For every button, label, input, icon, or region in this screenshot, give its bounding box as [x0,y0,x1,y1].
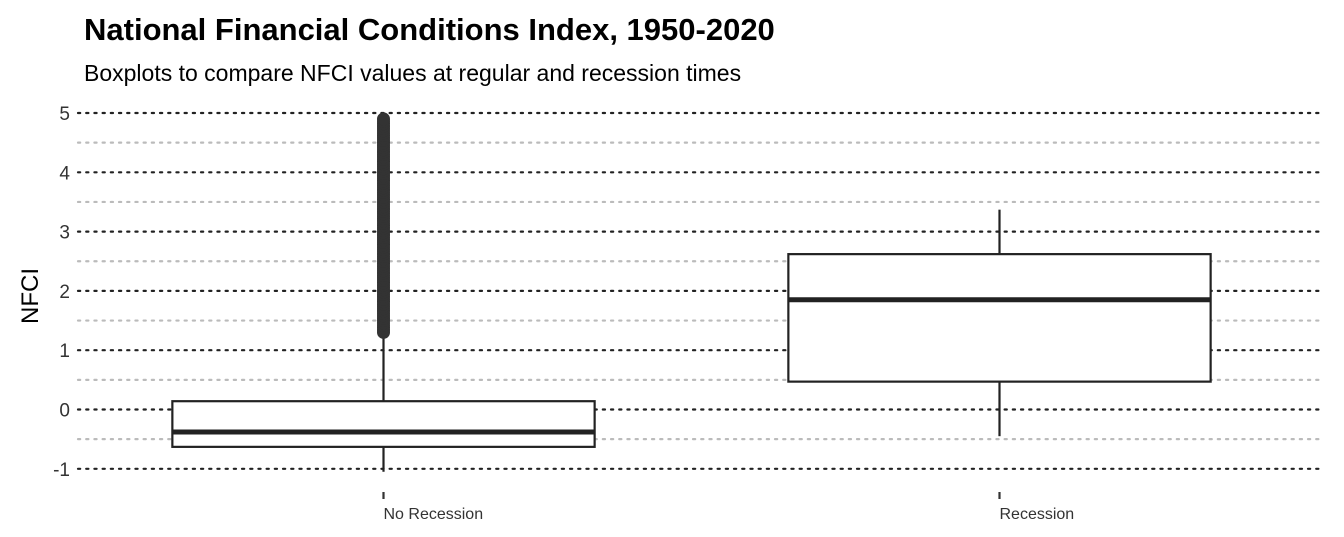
y-tick-label: 2 [59,282,70,303]
y-tick-label: 4 [59,163,70,184]
y-tick-label: 5 [59,104,70,125]
y-tick-label: 1 [59,341,70,362]
outliers [377,112,390,339]
box-recession [787,209,1212,437]
boxes [171,112,1212,472]
chart-subtitle: Boxplots to compare NFCI values at regul… [84,60,742,86]
y-tick-label: 0 [59,401,70,422]
y-axis-label: NFCI [17,268,44,324]
chart-title: National Financial Conditions Index, 195… [84,12,775,47]
outlier-point [377,112,390,126]
box-iqr [171,400,596,448]
x-tick-label: Recession [1000,506,1075,523]
y-tick-label: -1 [53,460,70,481]
box-iqr [787,253,1212,383]
x-tick-label: No Recession [384,506,484,523]
x-axis-ticks: No Recession Recession [382,492,1075,523]
box-no-recession [171,112,596,472]
y-tick-label: 3 [59,223,70,244]
y-axis-ticks: -1 0 1 2 3 4 5 [53,104,70,481]
